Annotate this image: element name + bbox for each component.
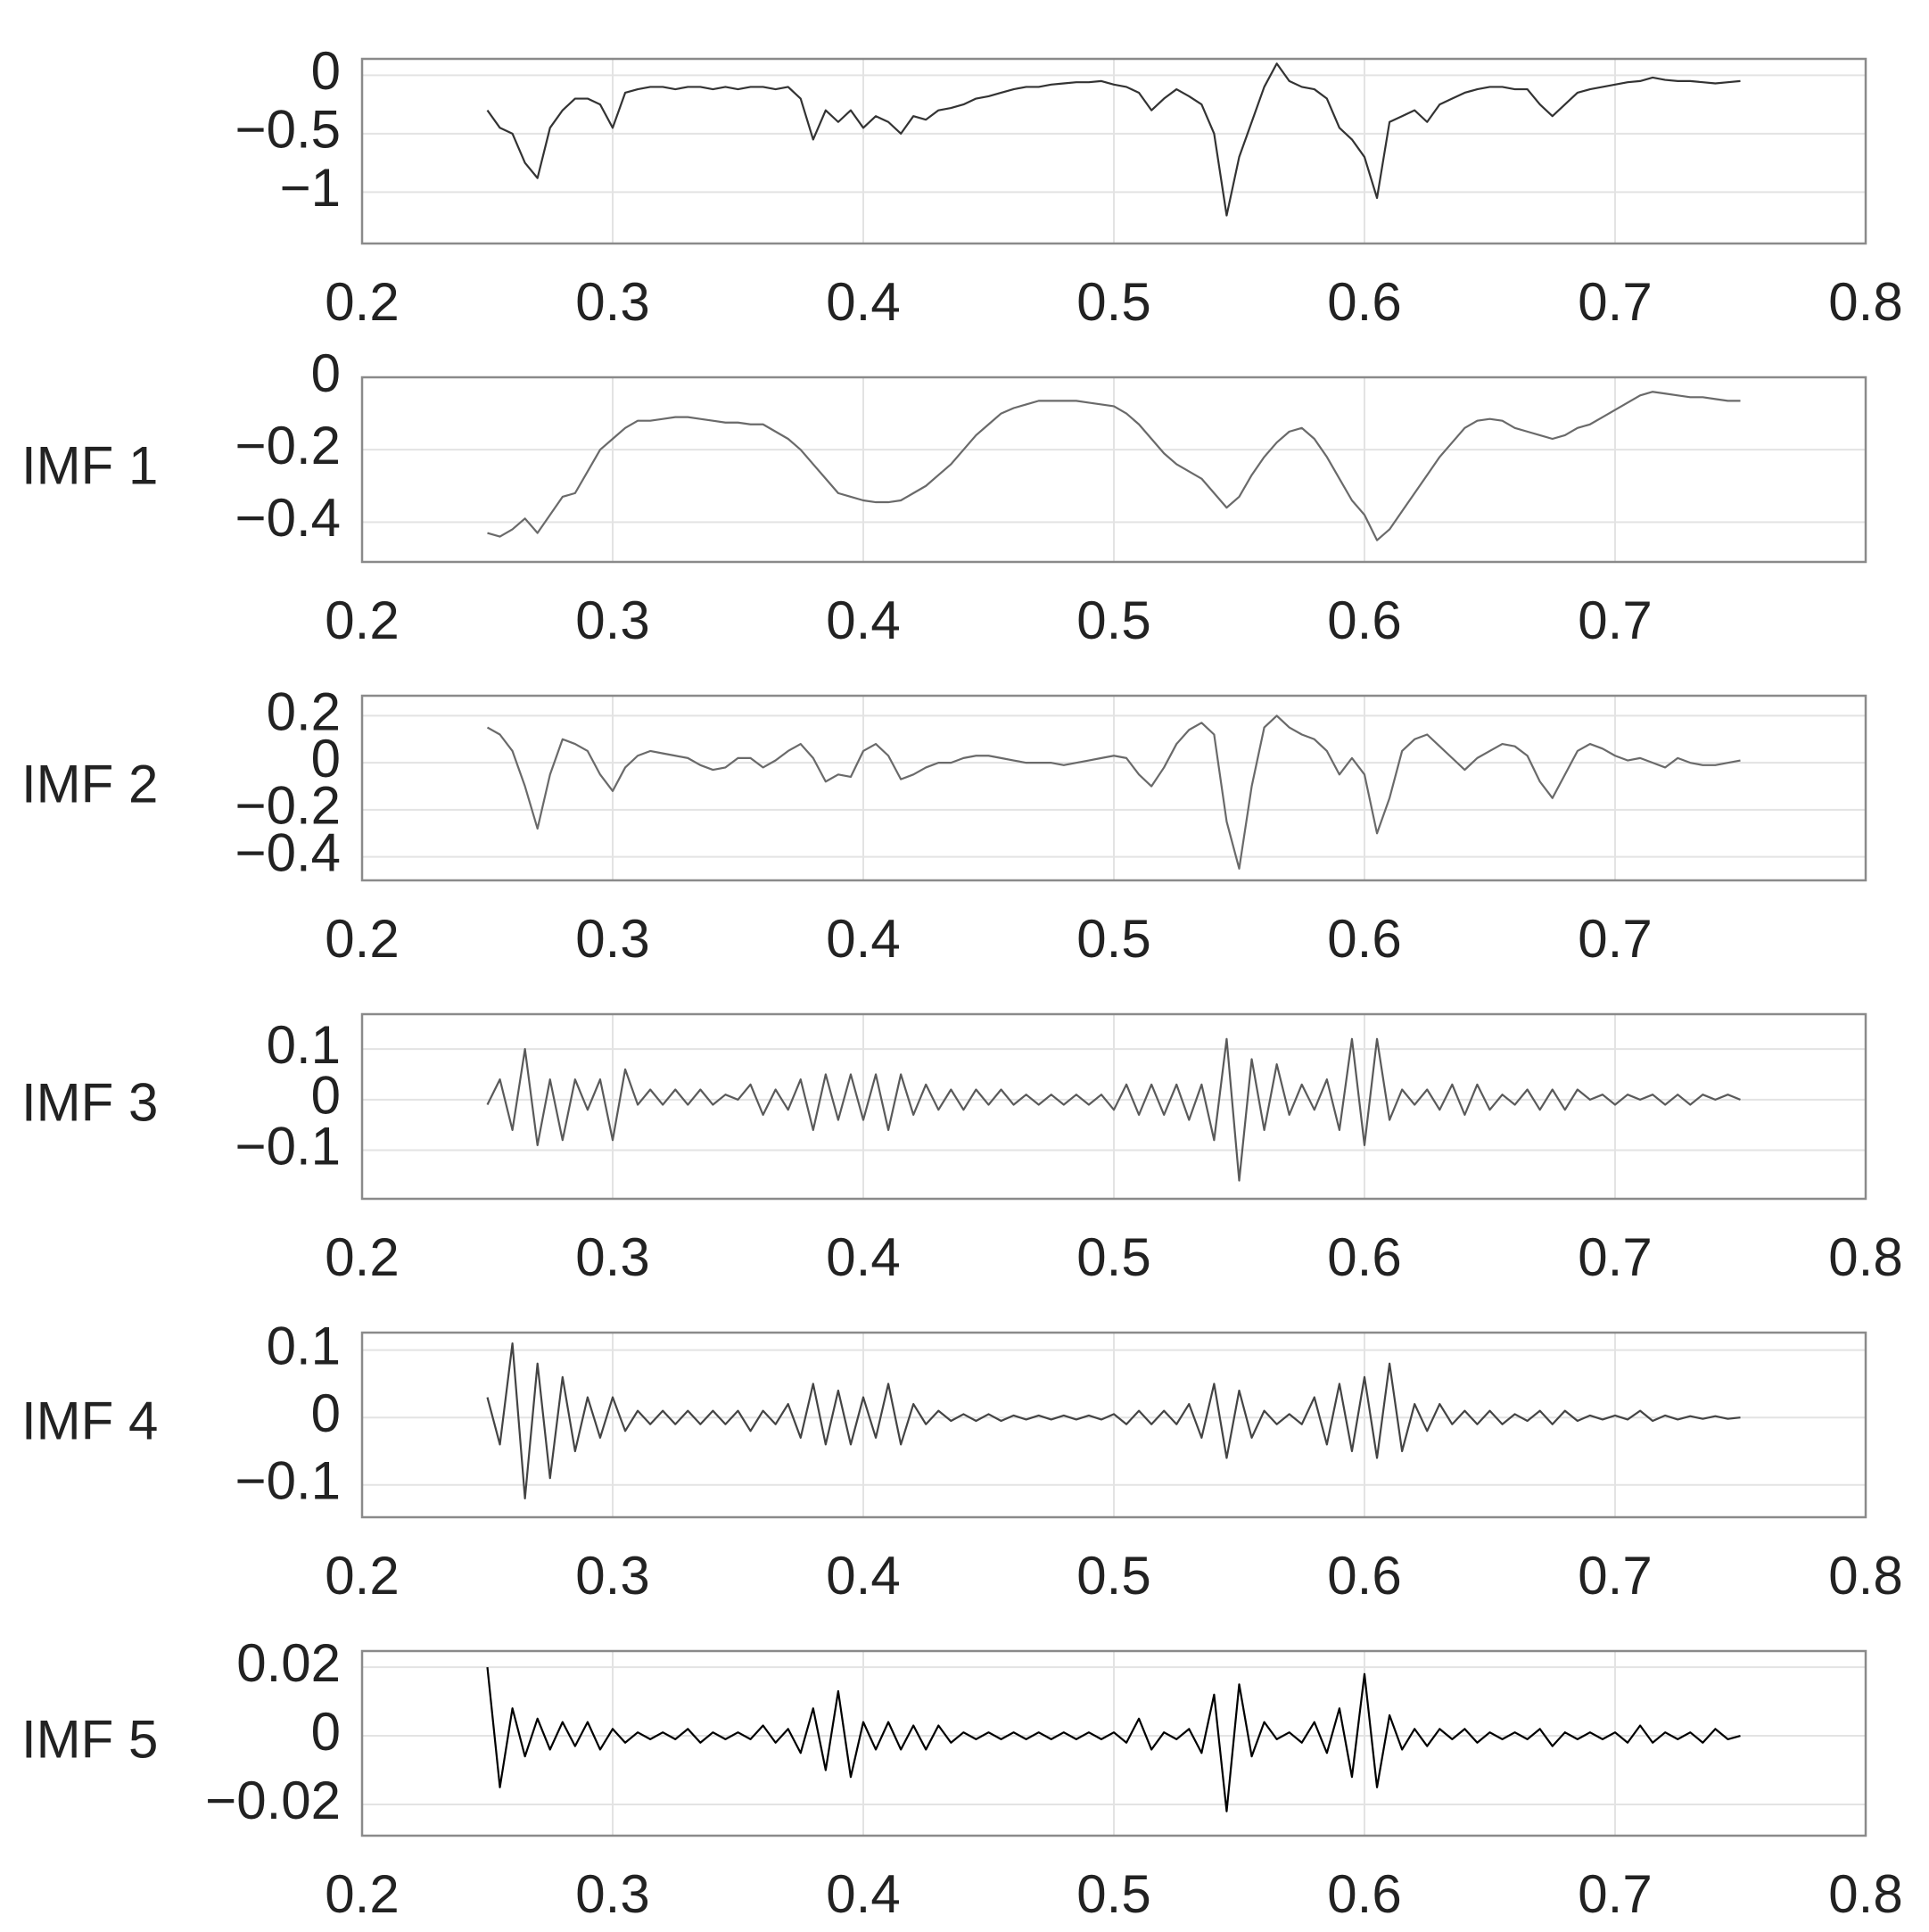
x-tick-label: 0.7 xyxy=(1578,590,1652,650)
x-tick-label: 0.8 xyxy=(1828,1227,1902,1287)
y-tick-label: 0.02 xyxy=(236,1633,341,1693)
x-tick-label: 0.4 xyxy=(826,590,900,650)
y-tick-label: −0.5 xyxy=(235,100,341,160)
x-tick-label: 0.8 xyxy=(1828,1864,1902,1924)
subplot: 0.2 0.3 0.4 0.5 0.6 0.7 0.8 −0.02 0 0.02 IMF 5 xyxy=(21,1633,1903,1924)
axes-frame xyxy=(360,694,1867,882)
y-tick-label: 0 xyxy=(311,729,341,788)
y-axis-label: IMF 3 xyxy=(21,1072,158,1132)
subplot: 0.2 0.3 0.4 0.5 0.6 0.7 −0.4 −0.2 0 IMF 1 xyxy=(21,343,1867,650)
x-tick-label: 0.5 xyxy=(1076,590,1150,650)
x-tick-label: 0.7 xyxy=(1578,1546,1652,1606)
y-axis-label: IMF 5 xyxy=(21,1709,158,1769)
x-tick-label: 0.6 xyxy=(1327,1864,1401,1924)
x-tick-label: 0.2 xyxy=(325,909,399,969)
y-tick-label: 0.2 xyxy=(267,681,341,741)
x-tick-label: 0.7 xyxy=(1578,272,1652,332)
y-axis-label: IMF 1 xyxy=(21,435,158,495)
x-tick-label: 0.5 xyxy=(1076,909,1150,969)
x-tick-label: 0.4 xyxy=(826,909,900,969)
y-tick-label: 0.1 xyxy=(267,1015,341,1075)
y-tick-label: −0.4 xyxy=(235,488,341,548)
y-tick-label: 0 xyxy=(311,343,341,403)
x-tick-label: 0.8 xyxy=(1828,272,1902,332)
x-tick-label: 0.8 xyxy=(1828,1546,1902,1606)
y-tick-label: 0.1 xyxy=(267,1316,341,1375)
x-tick-label: 0.7 xyxy=(1578,909,1652,969)
signal-line xyxy=(487,391,1741,541)
subplot: 0.2 0.3 0.4 0.5 0.6 0.7 0.8 −1−0.50 xyxy=(235,41,1903,332)
x-tick-label: 0.7 xyxy=(1578,1227,1652,1287)
x-tick-label: 0.6 xyxy=(1327,272,1401,332)
signal-line xyxy=(486,62,1741,217)
signal-line xyxy=(486,714,1741,870)
x-tick-label: 0.6 xyxy=(1327,1546,1401,1606)
y-tick-label: −0.2 xyxy=(235,416,341,475)
y-tick-label: 0 xyxy=(311,1066,341,1126)
x-tick-label: 0.6 xyxy=(1327,1227,1401,1287)
signal-line xyxy=(486,1037,1741,1182)
subplot: 0.2 0.3 0.4 0.5 0.6 0.7 0.8 −0.1 0 0.1 IMF 4 xyxy=(21,1316,1903,1605)
x-tick-label: 0.4 xyxy=(826,1227,900,1287)
x-tick-label: 0.3 xyxy=(575,272,649,332)
x-tick-label: 0.6 xyxy=(1327,909,1401,969)
y-tick-label: −0.02 xyxy=(205,1771,341,1830)
y-tick-label: −0.2 xyxy=(235,776,341,836)
y-tick-label: 0 xyxy=(311,1383,341,1443)
axes-frame xyxy=(360,1649,1867,1837)
x-tick-label: 0.4 xyxy=(826,272,900,332)
x-tick-label: 0.2 xyxy=(325,590,399,650)
axes-frame xyxy=(360,376,1867,564)
x-tick-label: 0.4 xyxy=(826,1864,900,1924)
x-tick-label: 0.3 xyxy=(575,1227,649,1287)
x-tick-label: 0.5 xyxy=(1076,1227,1150,1287)
y-tick-label: −0.4 xyxy=(235,822,341,882)
x-tick-label: 0.2 xyxy=(325,1546,399,1606)
signal-line xyxy=(486,1666,1741,1812)
x-tick-label: 0.2 xyxy=(325,1227,399,1287)
x-tick-label: 0.2 xyxy=(325,272,399,332)
x-tick-label: 0.4 xyxy=(826,1546,900,1606)
x-tick-label: 0.6 xyxy=(1327,590,1401,650)
x-tick-label: 0.3 xyxy=(575,1546,649,1606)
x-tick-label: 0.2 xyxy=(325,1864,399,1924)
x-tick-label: 0.3 xyxy=(575,909,649,969)
y-axis-label: IMF 4 xyxy=(21,1391,158,1450)
axes-frame xyxy=(360,57,1867,245)
signal-line xyxy=(486,1342,1741,1499)
y-tick-label: −0.1 xyxy=(235,1116,341,1176)
y-tick-label: 0 xyxy=(311,1702,341,1762)
x-tick-label: 0.7 xyxy=(1578,1864,1652,1924)
x-tick-label: 0.3 xyxy=(575,590,649,650)
x-tick-label: 0.5 xyxy=(1076,272,1150,332)
y-tick-label: 0 xyxy=(311,41,341,101)
x-tick-label: 0.3 xyxy=(575,1864,649,1924)
x-tick-label: 0.5 xyxy=(1076,1546,1150,1606)
subplot: 0.2 0.3 0.4 0.5 0.6 0.7 0.8 −0.100.1 IMF 3 xyxy=(21,1012,1903,1287)
y-axis-label: IMF 2 xyxy=(21,754,158,813)
axes-frame xyxy=(360,1012,1867,1201)
axes-frame xyxy=(360,1331,1867,1519)
y-tick-label: −0.1 xyxy=(235,1451,341,1511)
y-tick-label: −1 xyxy=(280,158,341,218)
x-tick-label: 0.5 xyxy=(1076,1864,1150,1924)
